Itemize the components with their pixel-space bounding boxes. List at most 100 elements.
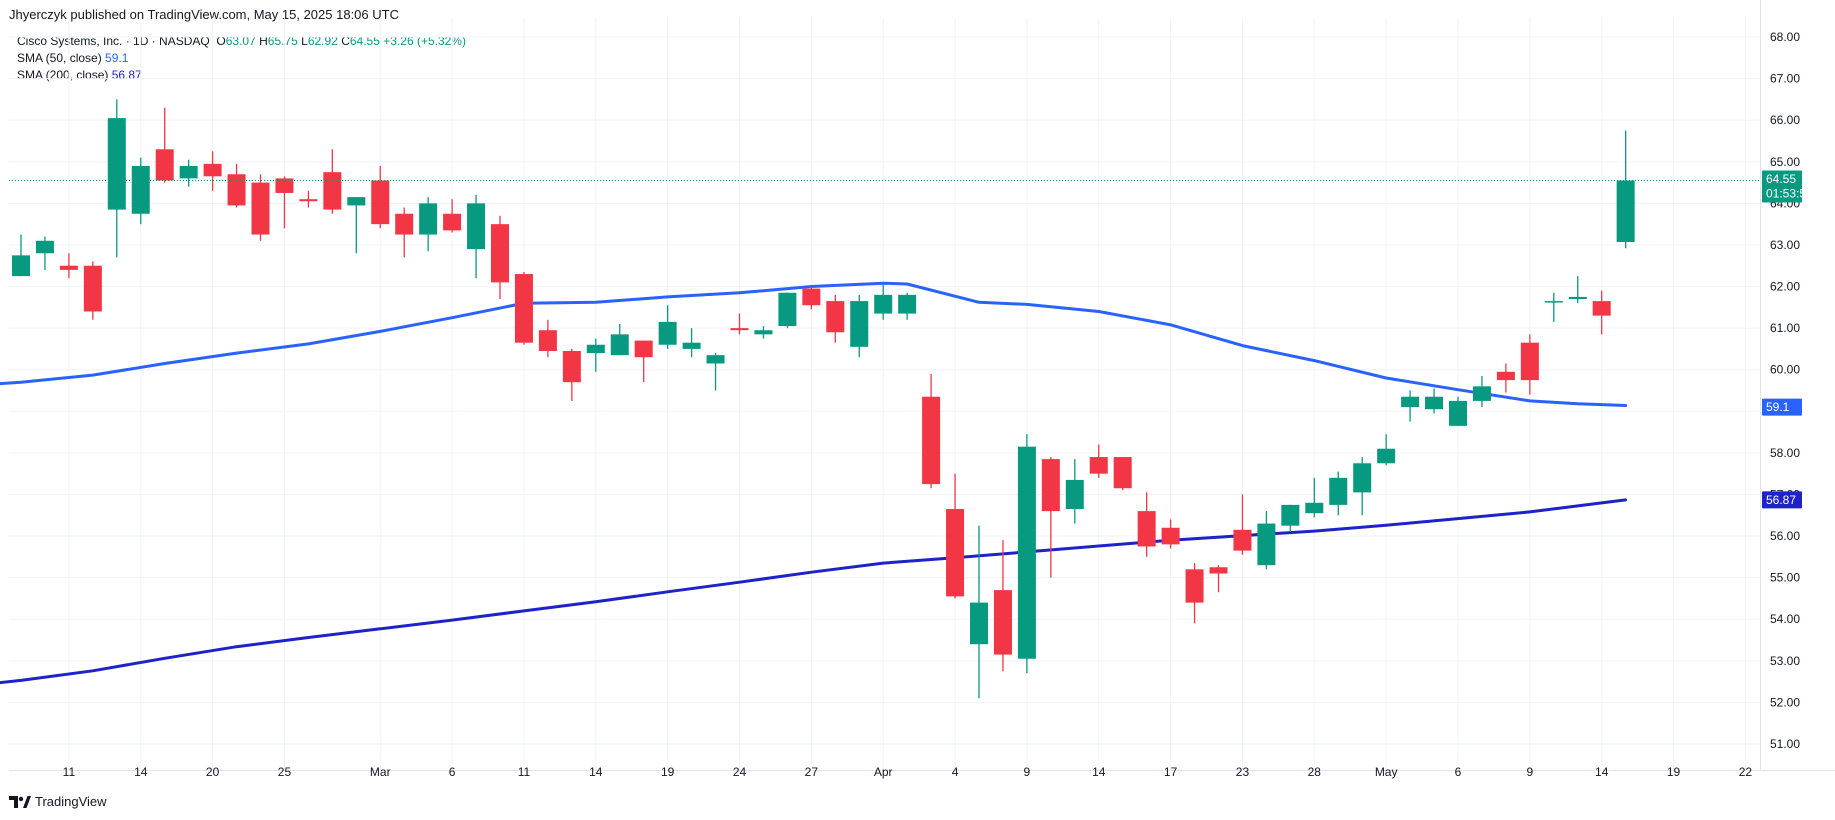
candle-body [730,328,749,331]
sma50-badge-value: 59.1 [1766,400,1790,414]
candle-down [1496,363,1515,393]
candle-down [1137,492,1156,557]
sma50-line [0,281,1628,407]
sma200-line-group [0,498,1628,685]
x-tick-label: 9 [1527,765,1534,779]
candle-down [83,261,102,320]
y-tick-label: 55.00 [1770,571,1800,585]
candle-body [83,265,102,312]
candle-body [514,274,533,343]
candle-body [1209,567,1228,574]
candle-down [1089,444,1108,478]
time-axis[interactable]: 11 14 20 25 Mar 6 11 14 19 24 27 Apr 4 9 14 17 23 28 May 6 9… [63,765,1753,779]
candle-body [1017,446,1036,659]
candle-up [874,284,893,320]
candle-body [993,590,1012,655]
candle-body [179,165,198,179]
candle-body [1185,569,1204,603]
candle-body [1137,511,1156,547]
x-tick-label: 20 [206,765,220,779]
candle-down [203,151,222,191]
candle-body [634,340,653,358]
candle-up [1568,276,1587,304]
candle-body [1353,463,1372,493]
candle-body [1449,400,1467,426]
candle-body [586,344,605,354]
candle-down [491,215,509,300]
candle-body [1401,396,1420,408]
candle-down [634,340,653,383]
candle-up [586,338,605,372]
candle-body [155,149,174,181]
x-tick-label: 17 [1164,765,1178,779]
candle-body [562,350,581,383]
legend-sma50-label: SMA (50, close) [17,51,102,65]
candle-body [107,118,126,210]
candle-body [35,240,54,254]
legend-open-label: O [216,34,226,48]
legend-close-label: C [341,34,350,48]
candle-up [1065,459,1084,524]
candle-body [970,602,988,645]
tradingview-logo[interactable]: TradingView [9,794,107,809]
candle-up [107,99,126,258]
x-tick-label: 19 [661,765,675,779]
candle-body [850,301,869,347]
sma200-badge-bg [1762,491,1802,509]
candle-body [682,342,701,349]
sma200-line [0,498,1628,685]
candle-up [1425,388,1444,414]
candle-down [1041,457,1060,578]
candle-body [491,224,509,283]
candle-body [1065,479,1084,510]
candle-body [251,182,270,235]
candle-body [203,163,222,177]
candle-body [419,203,438,235]
candle-down [443,199,462,233]
candle-down [371,165,390,229]
x-tick-label: 19 [1667,765,1681,779]
price-axis[interactable]: 68.0067.0066.0065.0064.0063.0062.0061.00… [1770,30,1800,751]
y-tick-label: 51.00 [1770,737,1800,751]
candle-down [1161,519,1180,549]
publisher-attribution: Jhyerczyk published on TradingView.com, … [9,7,399,22]
candle-body [922,396,941,485]
candle-body [1544,301,1563,303]
y-tick-label: 56.00 [1770,529,1800,543]
candle-down [1520,334,1539,395]
candle-body [898,294,917,314]
candle-down [1185,563,1204,624]
y-tick-label: 54.00 [1770,612,1800,626]
candle-down [227,163,246,208]
candle-down [993,540,1012,672]
tradingview-logo-icon [9,795,31,808]
candlestick-chart[interactable]: 68.0067.0066.0065.0064.0063.0062.0061.00… [0,0,1835,790]
grid-lines [9,18,1760,770]
y-tick-label: 65.00 [1770,155,1800,169]
candle-up [1305,477,1324,518]
candle-body [1329,477,1348,505]
candle-down [514,271,533,345]
x-tick-label: 14 [134,765,148,779]
tradingview-brand: TradingView [35,794,107,809]
candle-up [1449,396,1467,426]
x-tick-label: 6 [1455,765,1462,779]
y-tick-label: 63.00 [1770,238,1800,252]
candle-down [562,348,581,401]
candle-body [323,172,342,210]
candle-down [730,313,749,335]
candle-body [1520,342,1539,381]
candle-body [1425,396,1444,410]
candle-body [1305,502,1324,514]
x-tick-label: 14 [589,765,603,779]
x-tick-label: 28 [1308,765,1322,779]
candle-body [1113,457,1132,489]
candle-up [1377,434,1396,466]
legend-sma50-row[interactable]: SMA (50, close) 59.1 [17,50,466,67]
candle-up [35,236,54,270]
candle-body [1281,504,1300,526]
candle-up [179,159,198,187]
candle-up [1281,504,1300,532]
candle-down [395,207,414,258]
